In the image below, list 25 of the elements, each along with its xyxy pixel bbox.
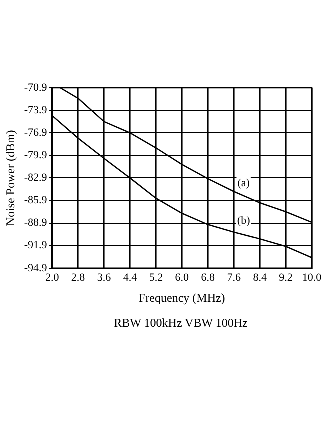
- y-tick-label: -88.9: [24, 217, 48, 230]
- x-tick-label: 6.8: [201, 272, 216, 284]
- x-tick-label: 4.4: [123, 272, 138, 284]
- x-tick-label: 6.0: [175, 272, 190, 284]
- x-tick-label: 9.2: [279, 272, 293, 284]
- y-tick-label: -73.9: [24, 104, 48, 116]
- y-tick-label: -79.9: [24, 150, 48, 162]
- y-tick-label: -70.9: [24, 82, 48, 94]
- x-tick-label: 10.0: [302, 272, 322, 284]
- x-tick-label: 8.4: [253, 272, 268, 284]
- x-tick-label: 3.6: [97, 272, 112, 284]
- y-axis-title: Noise Power (dBm): [3, 130, 18, 226]
- annotation: (a): [238, 177, 250, 190]
- y-tick-label: -91.9: [24, 240, 48, 252]
- x-tick-label: 2.8: [71, 272, 86, 284]
- y-tick-label: -82.9: [24, 172, 48, 184]
- x-axis-title: Frequency (MHz): [139, 290, 226, 305]
- y-tick-label: -94.9: [24, 262, 48, 274]
- text: RBW 100kHz VBW 100Hz: [113, 316, 249, 331]
- x-tick-label: 2.0: [45, 272, 60, 284]
- annotation: (b): [237, 214, 251, 227]
- x-tick-label: 5.2: [149, 272, 164, 284]
- x-tick-label: 7.6: [227, 272, 242, 284]
- y-tick-label: -85.9: [24, 194, 48, 207]
- y-tick-label: -76.9: [24, 126, 48, 139]
